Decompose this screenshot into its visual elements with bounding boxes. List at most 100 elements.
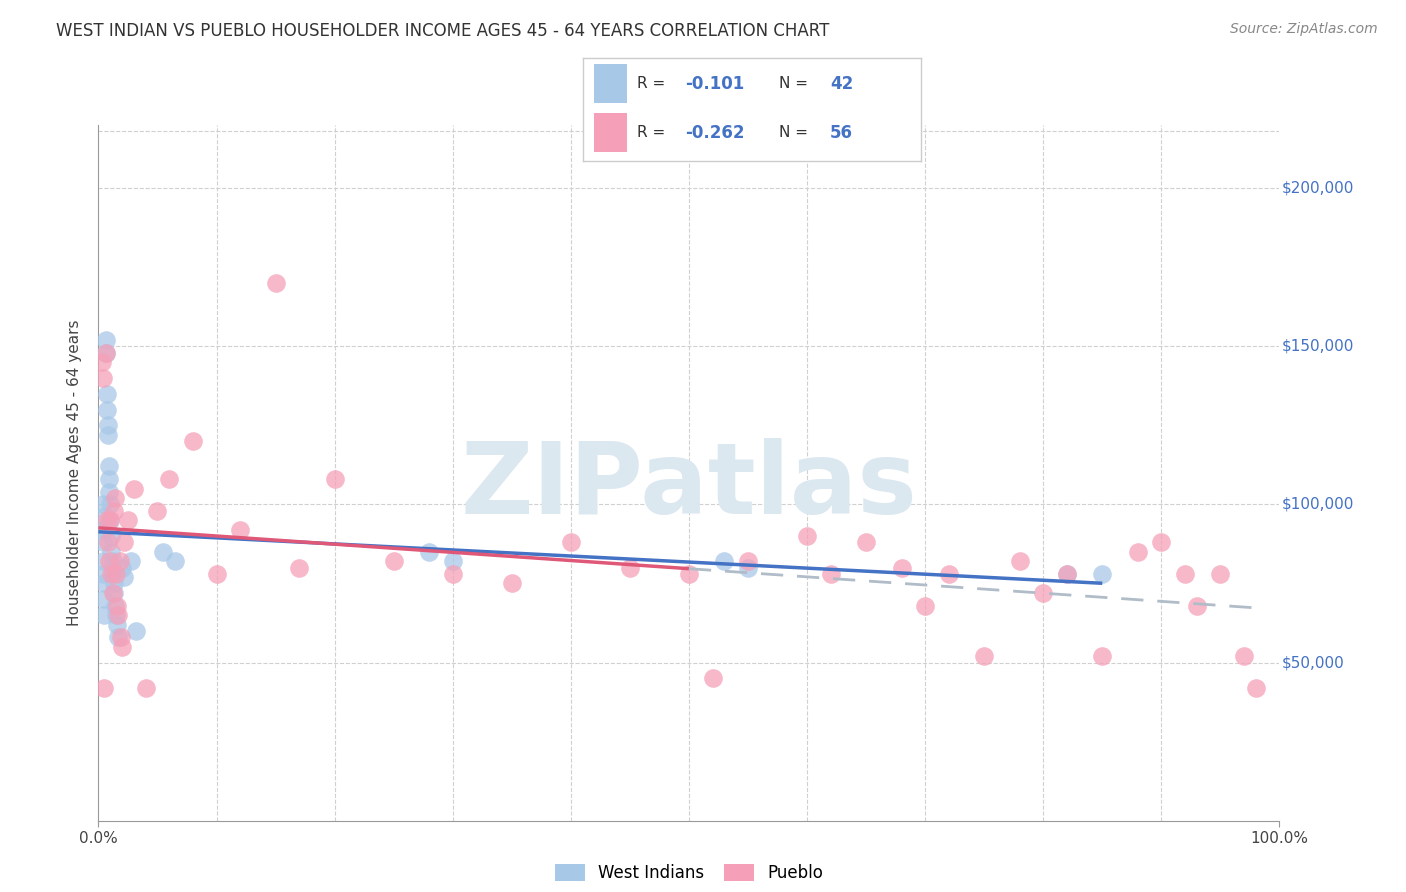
- Point: [105, 566, 128, 581]
- Point: [678, 566, 700, 581]
- Text: -0.101: -0.101: [685, 75, 744, 93]
- Point: [1056, 566, 1078, 581]
- Point: [855, 535, 877, 549]
- Point: [146, 504, 169, 518]
- Text: -0.262: -0.262: [685, 124, 744, 142]
- Point: [91, 554, 114, 568]
- Point: [382, 554, 405, 568]
- Point: [93, 576, 115, 591]
- Point: [93, 592, 115, 607]
- Point: [105, 599, 128, 613]
- Point: [737, 560, 759, 574]
- Point: [737, 554, 759, 568]
- Point: [105, 608, 128, 623]
- Text: N =: N =: [779, 126, 813, 140]
- Point: [111, 560, 134, 574]
- Point: [98, 459, 121, 474]
- Point: [98, 497, 121, 511]
- Point: [104, 491, 127, 505]
- Text: $150,000: $150,000: [1282, 339, 1354, 354]
- Point: [96, 386, 118, 401]
- Text: 42: 42: [830, 75, 853, 93]
- Point: [103, 504, 125, 518]
- Point: [117, 513, 139, 527]
- Point: [820, 566, 842, 581]
- Point: [702, 671, 724, 685]
- Point: [91, 566, 114, 581]
- Point: [93, 681, 115, 695]
- Point: [91, 371, 114, 385]
- Point: [157, 472, 180, 486]
- Text: R =: R =: [637, 126, 671, 140]
- Point: [94, 333, 117, 347]
- Text: ZIPatlas: ZIPatlas: [461, 438, 917, 535]
- Point: [1233, 649, 1256, 664]
- Point: [112, 570, 135, 584]
- Text: WEST INDIAN VS PUEBLO HOUSEHOLDER INCOME AGES 45 - 64 YEARS CORRELATION CHART: WEST INDIAN VS PUEBLO HOUSEHOLDER INCOME…: [56, 22, 830, 40]
- Y-axis label: Householder Income Ages 45 - 64 years: Householder Income Ages 45 - 64 years: [67, 319, 83, 626]
- Point: [98, 513, 121, 527]
- Point: [107, 608, 129, 623]
- Point: [98, 554, 121, 568]
- Point: [1185, 599, 1208, 613]
- Text: 56: 56: [830, 124, 853, 142]
- Point: [93, 608, 115, 623]
- Point: [110, 630, 132, 644]
- Point: [1091, 649, 1114, 664]
- Point: [100, 545, 122, 559]
- Point: [122, 482, 145, 496]
- Point: [91, 355, 114, 369]
- Point: [107, 630, 129, 644]
- Point: [973, 649, 995, 664]
- Point: [97, 535, 120, 549]
- Point: [619, 560, 641, 574]
- Text: Source: ZipAtlas.com: Source: ZipAtlas.com: [1230, 22, 1378, 37]
- Point: [112, 535, 135, 549]
- Point: [104, 599, 127, 613]
- Bar: [593, 64, 627, 103]
- Text: N =: N =: [779, 76, 813, 91]
- Point: [101, 554, 124, 568]
- Text: $50,000: $50,000: [1282, 655, 1344, 670]
- Point: [1008, 554, 1031, 568]
- Point: [94, 345, 117, 359]
- Point: [152, 545, 174, 559]
- Legend: West Indians, Pueblo: West Indians, Pueblo: [548, 857, 830, 888]
- Point: [98, 513, 121, 527]
- Point: [1056, 566, 1078, 581]
- Point: [796, 529, 818, 543]
- Point: [91, 535, 114, 549]
- Point: [713, 554, 735, 568]
- Point: [100, 566, 122, 581]
- Point: [97, 418, 120, 433]
- Text: R =: R =: [637, 76, 671, 91]
- Point: [98, 472, 121, 486]
- Bar: [593, 113, 627, 153]
- Point: [91, 497, 114, 511]
- Point: [501, 576, 523, 591]
- Point: [111, 640, 134, 654]
- Point: [1032, 586, 1054, 600]
- Point: [103, 586, 125, 600]
- Point: [1091, 566, 1114, 581]
- Point: [418, 545, 440, 559]
- Text: $100,000: $100,000: [1282, 497, 1354, 512]
- Point: [1244, 681, 1267, 695]
- Point: [914, 599, 936, 613]
- Point: [97, 427, 120, 442]
- Point: [165, 554, 187, 568]
- Point: [96, 402, 118, 417]
- Point: [135, 681, 157, 695]
- Point: [100, 529, 122, 543]
- Point: [108, 554, 131, 568]
- Point: [890, 560, 912, 574]
- Point: [288, 560, 311, 574]
- Point: [101, 586, 124, 600]
- Point: [101, 566, 124, 581]
- Point: [91, 523, 114, 537]
- Text: $200,000: $200,000: [1282, 181, 1354, 195]
- Point: [938, 566, 960, 581]
- Point: [1150, 535, 1173, 549]
- Point: [91, 510, 114, 524]
- Point: [125, 624, 148, 638]
